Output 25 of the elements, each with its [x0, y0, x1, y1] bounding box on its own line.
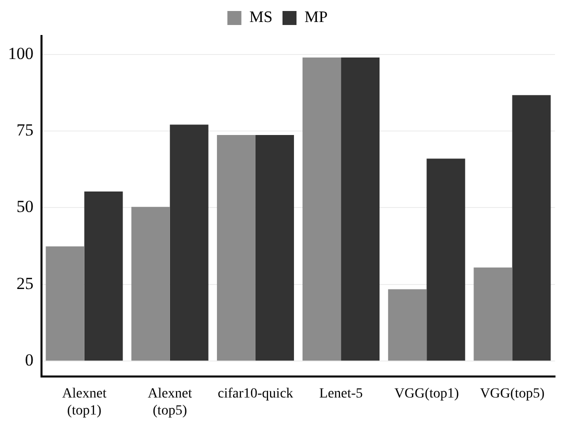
y-tick-label: 50: [16, 197, 34, 216]
x-tick-label: Alexnet (top1): [62, 386, 107, 418]
bar: [255, 135, 294, 361]
legend-label: MS: [249, 9, 272, 26]
x-tick-label: Lenet-5: [319, 386, 363, 402]
bar: [131, 206, 170, 361]
bar: [302, 57, 342, 361]
x-tick-label: cifar10-quick: [218, 386, 294, 402]
bar: [388, 289, 427, 361]
bar: [84, 191, 123, 361]
x-tick-label: Alexnet (top5): [148, 386, 192, 418]
y-tick-label: 25: [16, 274, 34, 293]
bar: [46, 246, 84, 361]
y-tick-label: 75: [16, 120, 34, 140]
bar: [170, 124, 208, 361]
bar: [216, 135, 256, 361]
y-tick-label: 0: [25, 350, 34, 370]
legend-label: MP: [304, 9, 328, 26]
x-tick-label: VGG(top1): [394, 386, 460, 402]
bar: [474, 268, 512, 361]
x-tick-label: VGG(top5): [480, 386, 545, 402]
y-tick-label: 100: [8, 44, 34, 63]
bar: [426, 158, 466, 361]
bar: [512, 95, 551, 361]
bar: [341, 57, 380, 361]
